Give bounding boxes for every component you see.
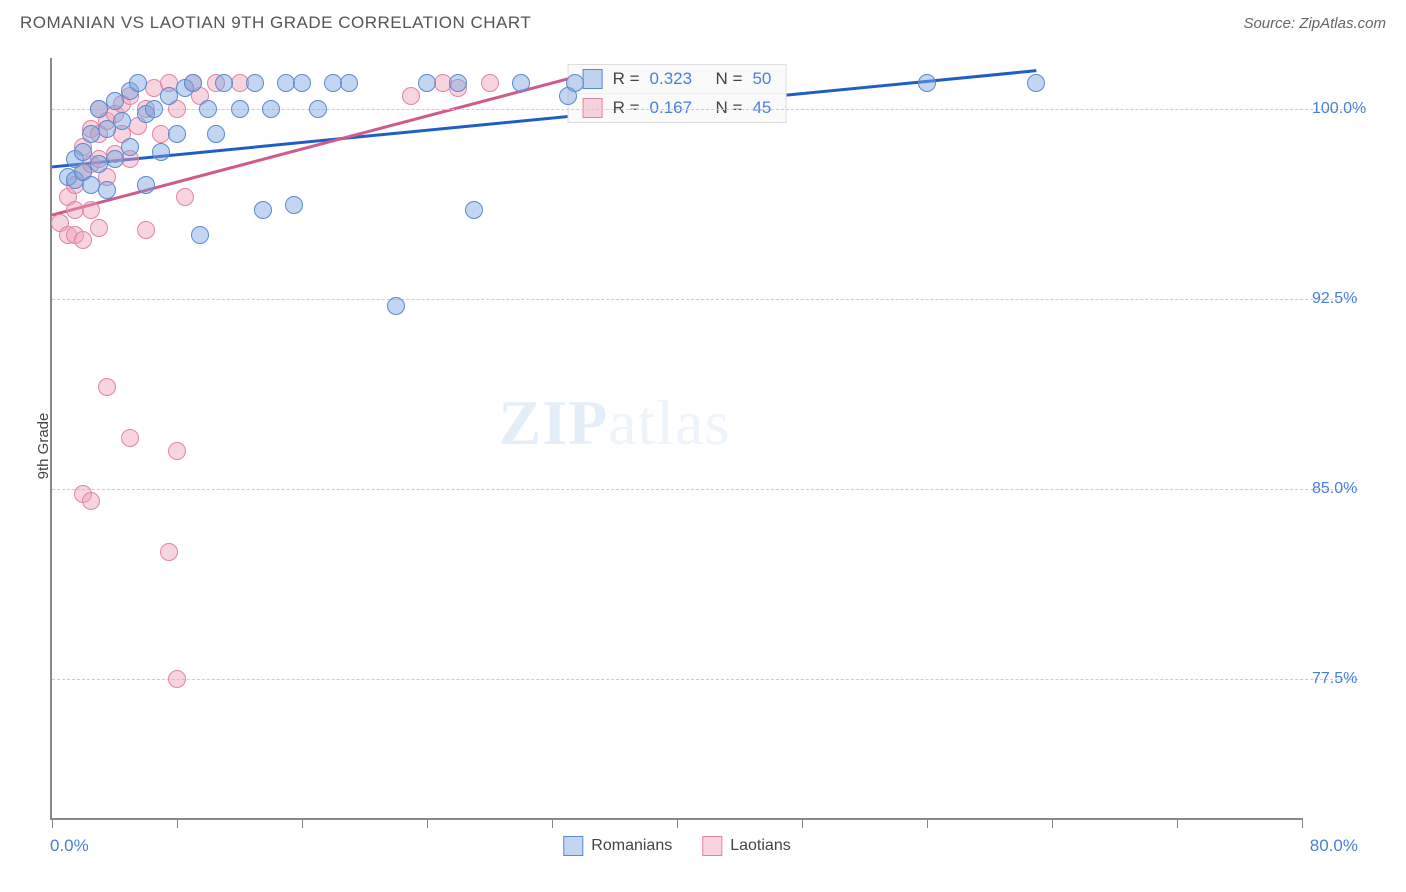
data-point [285,196,303,214]
x-axis-min: 0.0% [50,836,89,856]
stats-box: R =0.323N =50R =0.167N =45 [568,64,787,123]
data-point [106,150,124,168]
data-point [262,100,280,118]
legend-item: Laotians [702,836,791,856]
y-tick-label: 92.5% [1312,290,1402,308]
trend-lines [52,58,1302,818]
data-point [98,378,116,396]
data-point [137,176,155,194]
data-point [449,74,467,92]
data-point [1027,74,1045,92]
x-axis-max: 80.0% [1310,836,1358,856]
data-point [199,100,217,118]
data-point [191,226,209,244]
data-point [387,297,405,315]
x-tick [927,818,928,828]
plot-area: ZIPatlas R =0.323N =50R =0.167N =45 0.0%… [50,58,1302,820]
data-point [293,74,311,92]
x-tick [427,818,428,828]
data-point [340,74,358,92]
x-tick [177,818,178,828]
stats-r-value: 0.323 [650,69,706,89]
data-point [90,219,108,237]
gridline-h [52,679,1358,680]
stats-row: R = 0.323 N = 50 [569,65,786,94]
stats-n-value: 50 [752,69,771,89]
data-point [121,429,139,447]
data-point [113,112,131,130]
data-point [98,181,116,199]
data-point [168,125,186,143]
data-point [254,201,272,219]
chart-header: ROMANIAN VS LAOTIAN 9TH GRADE CORRELATIO… [0,0,1406,46]
gridline-h [52,299,1358,300]
legend-label: Laotians [730,837,791,855]
legend-swatch [563,836,583,856]
data-point [418,74,436,92]
data-point [566,74,584,92]
data-point [74,143,92,161]
data-point [152,143,170,161]
data-point [74,231,92,249]
data-point [402,87,420,105]
data-point [82,492,100,510]
x-tick [552,818,553,828]
data-point [512,74,530,92]
x-tick [677,818,678,828]
data-point [246,74,264,92]
y-tick-label: 85.0% [1312,480,1402,498]
x-tick [1302,818,1303,828]
data-point [106,92,124,110]
legend: Romanians Laotians [563,836,790,856]
x-tick [52,818,53,828]
data-point [168,442,186,460]
legend-item: Romanians [563,836,672,856]
data-point [481,74,499,92]
y-tick-label: 100.0% [1312,100,1402,118]
data-point [137,221,155,239]
data-point [184,74,202,92]
data-point [465,201,483,219]
data-point [160,543,178,561]
chart-source: Source: ZipAtlas.com [1243,15,1386,32]
data-point [215,74,233,92]
gridline-h [52,489,1358,490]
stats-swatch [583,69,603,89]
x-tick [1177,818,1178,828]
legend-swatch [702,836,722,856]
data-point [145,100,163,118]
data-point [231,100,249,118]
legend-label: Romanians [591,837,672,855]
stats-r-label: R = [613,69,640,89]
data-point [168,670,186,688]
x-tick [1052,818,1053,828]
chart-title: ROMANIAN VS LAOTIAN 9TH GRADE CORRELATIO… [20,13,531,33]
data-point [82,201,100,219]
data-point [121,138,139,156]
data-point [309,100,327,118]
x-tick [802,818,803,828]
stats-n-label: N = [716,69,743,89]
data-point [918,74,936,92]
data-point [129,74,147,92]
data-point [176,188,194,206]
data-point [207,125,225,143]
y-tick-label: 77.5% [1312,670,1402,688]
x-tick [302,818,303,828]
